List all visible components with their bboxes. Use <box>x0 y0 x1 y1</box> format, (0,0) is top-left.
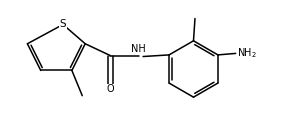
Text: NH$_2$: NH$_2$ <box>237 47 257 60</box>
Text: S: S <box>60 19 66 29</box>
Text: NH: NH <box>131 44 146 54</box>
Text: O: O <box>107 84 114 94</box>
